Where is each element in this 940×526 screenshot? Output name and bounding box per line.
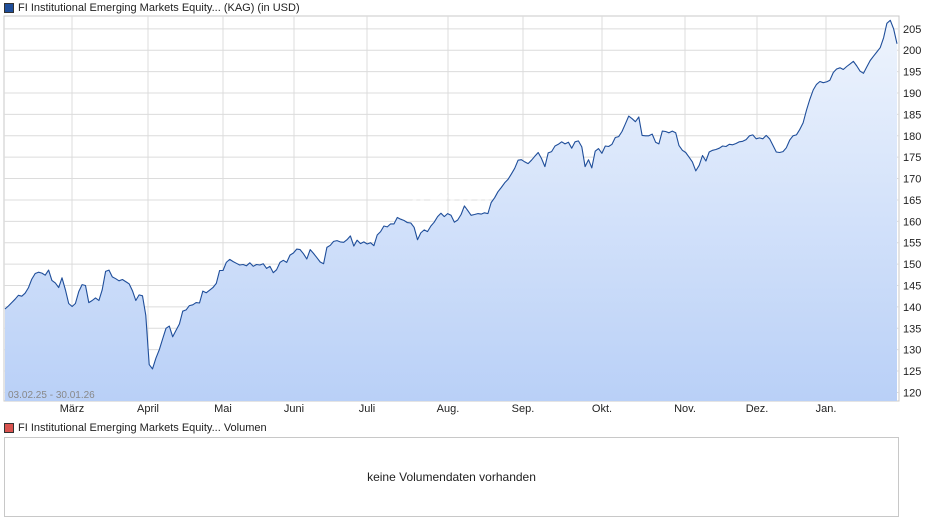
x-tick-label: Okt.	[592, 403, 612, 415]
x-tick-label: Sep.	[512, 403, 535, 415]
x-tick-label: Mai	[214, 403, 232, 415]
date-range-label: 03.02.25 - 30.01.26	[8, 390, 95, 401]
x-tick-label: Juli	[359, 403, 376, 415]
x-tick-label: März	[60, 403, 84, 415]
y-tick-label: 120	[903, 387, 921, 399]
price-chart: ARIVA 03.02.25 - 30.01.26 März April Mai Ju…	[3, 15, 921, 415]
y-tick-label: 195	[903, 67, 921, 79]
y-tick-label: 190	[903, 88, 921, 100]
x-tick-label: Aug.	[437, 403, 460, 415]
x-tick-label: Juni	[284, 403, 304, 415]
y-tick-label: 140	[903, 302, 921, 314]
y-tick-label: 150	[903, 259, 921, 271]
y-tick-label: 125	[903, 366, 921, 378]
y-tick-label: 130	[903, 345, 921, 357]
watermark-logo: ARIVA	[406, 185, 492, 216]
y-tick-label: 160	[903, 216, 921, 228]
x-tick-label: Jan.	[816, 403, 837, 415]
x-tick-label: April	[137, 403, 159, 415]
y-tick-label: 170	[903, 174, 921, 186]
y-tick-label: 200	[903, 45, 921, 57]
y-tick-label: 165	[903, 195, 921, 207]
price-legend-swatch	[4, 3, 14, 13]
y-tick-label: 205	[903, 24, 921, 36]
price-series-line	[4, 19, 898, 370]
y-tick-label: 135	[903, 323, 921, 335]
volume-legend-label: FI Institutional Emerging Markets Equity…	[18, 422, 267, 434]
price-chart-legend: FI Institutional Emerging Markets Equity…	[4, 1, 300, 15]
y-tick-label: 185	[903, 109, 921, 121]
no-volume-message: keine Volumendaten vorhanden	[367, 470, 536, 484]
volume-legend-swatch	[4, 423, 14, 433]
volume-panel: keine Volumendaten vorhanden	[4, 437, 899, 517]
y-tick-label: 180	[903, 131, 921, 143]
price-area-fill	[5, 20, 897, 402]
y-tick-label: 145	[903, 281, 921, 293]
volume-chart-legend: FI Institutional Emerging Markets Equity…	[4, 421, 267, 435]
x-tick-label: Nov.	[674, 403, 696, 415]
price-legend-label: FI Institutional Emerging Markets Equity…	[18, 2, 300, 14]
y-tick-label: 155	[903, 238, 921, 250]
y-tick-label: 175	[903, 152, 921, 164]
x-tick-label: Dez.	[746, 403, 769, 415]
